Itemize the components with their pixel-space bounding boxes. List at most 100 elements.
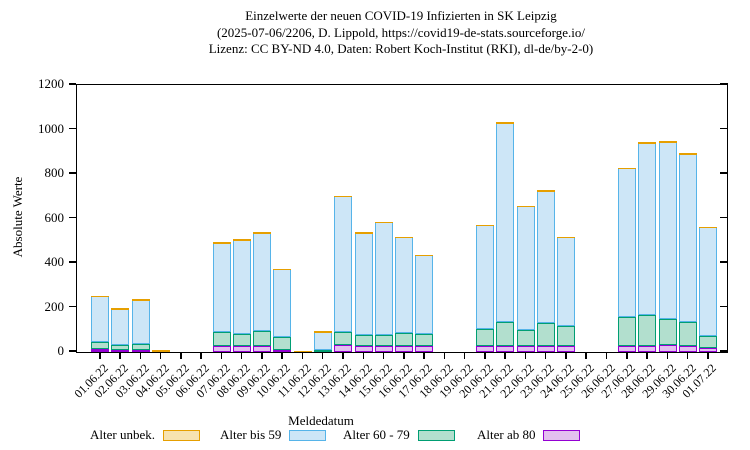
x-tick-240622 xyxy=(565,353,567,359)
bar-topline-200622-alter-unbek xyxy=(476,224,495,227)
bar-segment-020622-alter-60---79 xyxy=(111,344,130,350)
bar-segment-240622-alter-60---79 xyxy=(557,326,576,347)
chart-title-line3: Lizenz: CC BY-ND 4.0, Daten: Robert Koch… xyxy=(208,41,594,56)
legend-swatch-alter-unbek xyxy=(162,429,200,441)
bar-segment-230622-alter-bis-59 xyxy=(536,190,555,324)
y-tick-label-1000: 1000 xyxy=(38,120,64,136)
y-tick-1000 xyxy=(69,127,76,130)
y-tick-right-200 xyxy=(719,305,728,308)
y-tick-600 xyxy=(69,216,76,219)
bar-segment-240622-alter-bis-59 xyxy=(557,237,576,327)
bar-segment-120622-alter-bis-59 xyxy=(313,331,332,351)
bar-segment-170622-alter-ab-80 xyxy=(415,346,434,352)
bar-segment-170622-alter-60---79 xyxy=(415,334,434,347)
bar-segment-160622-alter-60---79 xyxy=(395,333,414,346)
y-tick-1200 xyxy=(69,83,76,85)
bar-segment-150622-alter-ab-80 xyxy=(374,346,393,352)
bar-segment-300622-alter-bis-59 xyxy=(678,154,697,322)
bar-segment-160622-alter-ab-80 xyxy=(395,345,414,352)
bar-segment-070622-alter-ab-80 xyxy=(212,346,231,352)
bar-segment-070622-alter-bis-59 xyxy=(212,242,231,332)
x-tick-150622 xyxy=(382,353,385,359)
y-tick-800 xyxy=(69,172,76,174)
bar-segment-130622-alter-60---79 xyxy=(334,332,353,345)
bar-topline-140622-alter-unbek xyxy=(354,232,373,234)
x-tick-100622 xyxy=(281,353,283,359)
bar-segment-100622-alter-60---79 xyxy=(273,337,292,350)
x-tick-010622 xyxy=(99,353,101,359)
bar-topline-220622-alter-unbek xyxy=(516,205,535,208)
bar-topline-110622-alter-unbek xyxy=(293,350,312,353)
x-tick-030622 xyxy=(139,353,142,359)
legend-swatch-alter-ab-80 xyxy=(543,429,581,441)
x-tick-110622 xyxy=(301,353,304,359)
y-tick-right-400 xyxy=(719,261,728,263)
y-tick-right-800 xyxy=(719,172,728,174)
y-tick-label-600: 600 xyxy=(44,209,65,225)
bar-segment-210622-alter-ab-80 xyxy=(496,345,515,352)
legend-item-alter-bis-59: Alter bis 59 xyxy=(220,427,327,443)
bar-topline-010622-alter-unbek xyxy=(91,295,109,298)
x-tick-290622 xyxy=(666,353,669,359)
x-tick-260622 xyxy=(605,353,608,359)
bar-segment-130622-alter-ab-80 xyxy=(334,344,353,352)
x-tick-080622 xyxy=(240,353,243,359)
legend-label-alter-ab-80: Alter ab 80 xyxy=(477,427,536,442)
x-tick-250622 xyxy=(585,353,587,359)
bar-topline-270622-alter-unbek xyxy=(618,167,637,170)
x-tick-300622 xyxy=(686,353,689,359)
x-tick-210622 xyxy=(504,353,506,359)
x-tick-180622 xyxy=(443,353,446,359)
bar-segment-200622-alter-ab-80 xyxy=(476,346,495,352)
bar-topline-020622-alter-unbek xyxy=(111,308,130,310)
y-tick-right-1200 xyxy=(719,83,728,85)
bar-segment-270622-alter-ab-80 xyxy=(618,345,637,352)
bar-topline-240622-alter-unbek xyxy=(557,236,576,239)
x-tick-020622 xyxy=(119,353,121,359)
bar-segment-210622-alter-bis-59 xyxy=(496,122,515,322)
bar-segment-010722-alter-bis-59 xyxy=(699,227,718,336)
x-tick-040622 xyxy=(159,353,162,359)
bar-segment-010622-alter-ab-80 xyxy=(91,349,109,352)
x-tick-070622 xyxy=(220,353,223,359)
bar-topline-160622-alter-unbek xyxy=(395,236,414,239)
bar-segment-020622-alter-ab-80 xyxy=(111,349,130,352)
x-tick-120622 xyxy=(321,353,324,359)
bar-segment-160622-alter-bis-59 xyxy=(395,237,414,334)
bar-segment-130622-alter-bis-59 xyxy=(334,196,353,333)
bar-topline-170622-alter-unbek xyxy=(415,254,434,257)
x-tick-140622 xyxy=(362,353,364,359)
bar-segment-030622-alter-bis-59 xyxy=(131,299,150,344)
bar-segment-290622-alter-60---79 xyxy=(658,319,677,345)
bar-segment-280622-alter-60---79 xyxy=(638,314,657,346)
bar-segment-140622-alter-bis-59 xyxy=(354,232,373,335)
bar-segment-170622-alter-bis-59 xyxy=(415,255,434,335)
bar-topline-130622-alter-unbek xyxy=(334,195,353,198)
x-axis-title: Meldedatum xyxy=(288,413,354,428)
bar-segment-200622-alter-60---79 xyxy=(476,328,495,347)
chart-title-line2: (2025-07-06/2206, D. Lippold, https://co… xyxy=(216,24,586,40)
legend-item-alter-unbek: Alter unbek. xyxy=(90,427,200,443)
x-tick-280622 xyxy=(646,353,648,359)
bar-segment-010622-alter-60---79 xyxy=(91,342,109,350)
bar-segment-030622-alter-60---79 xyxy=(131,343,150,350)
bar-segment-230622-alter-60---79 xyxy=(536,323,555,347)
y-tick-right-1000 xyxy=(719,127,728,130)
y-tick-200 xyxy=(69,305,76,308)
y-tick-right-600 xyxy=(719,216,728,219)
bar-segment-290622-alter-bis-59 xyxy=(658,141,677,320)
bar-segment-300622-alter-60---79 xyxy=(678,321,697,346)
bar-segment-010722-alter-ab-80 xyxy=(699,348,718,352)
bar-segment-280622-alter-bis-59 xyxy=(638,142,657,315)
legend-label-alter-unbek: Alter unbek. xyxy=(90,427,155,442)
x-tick-200622 xyxy=(484,353,486,359)
bar-segment-150622-alter-60---79 xyxy=(374,334,393,347)
bar-segment-200622-alter-bis-59 xyxy=(476,225,495,329)
x-tick-270622 xyxy=(626,353,628,359)
legend-item-alter-ab-80: Alter ab 80 xyxy=(477,427,581,443)
bar-segment-090622-alter-60---79 xyxy=(253,330,272,347)
x-tick-090622 xyxy=(261,353,263,359)
chart-title: Einzelwerte der neuen COVID-19 Infiziert… xyxy=(76,8,726,58)
x-tick-160622 xyxy=(403,353,405,359)
